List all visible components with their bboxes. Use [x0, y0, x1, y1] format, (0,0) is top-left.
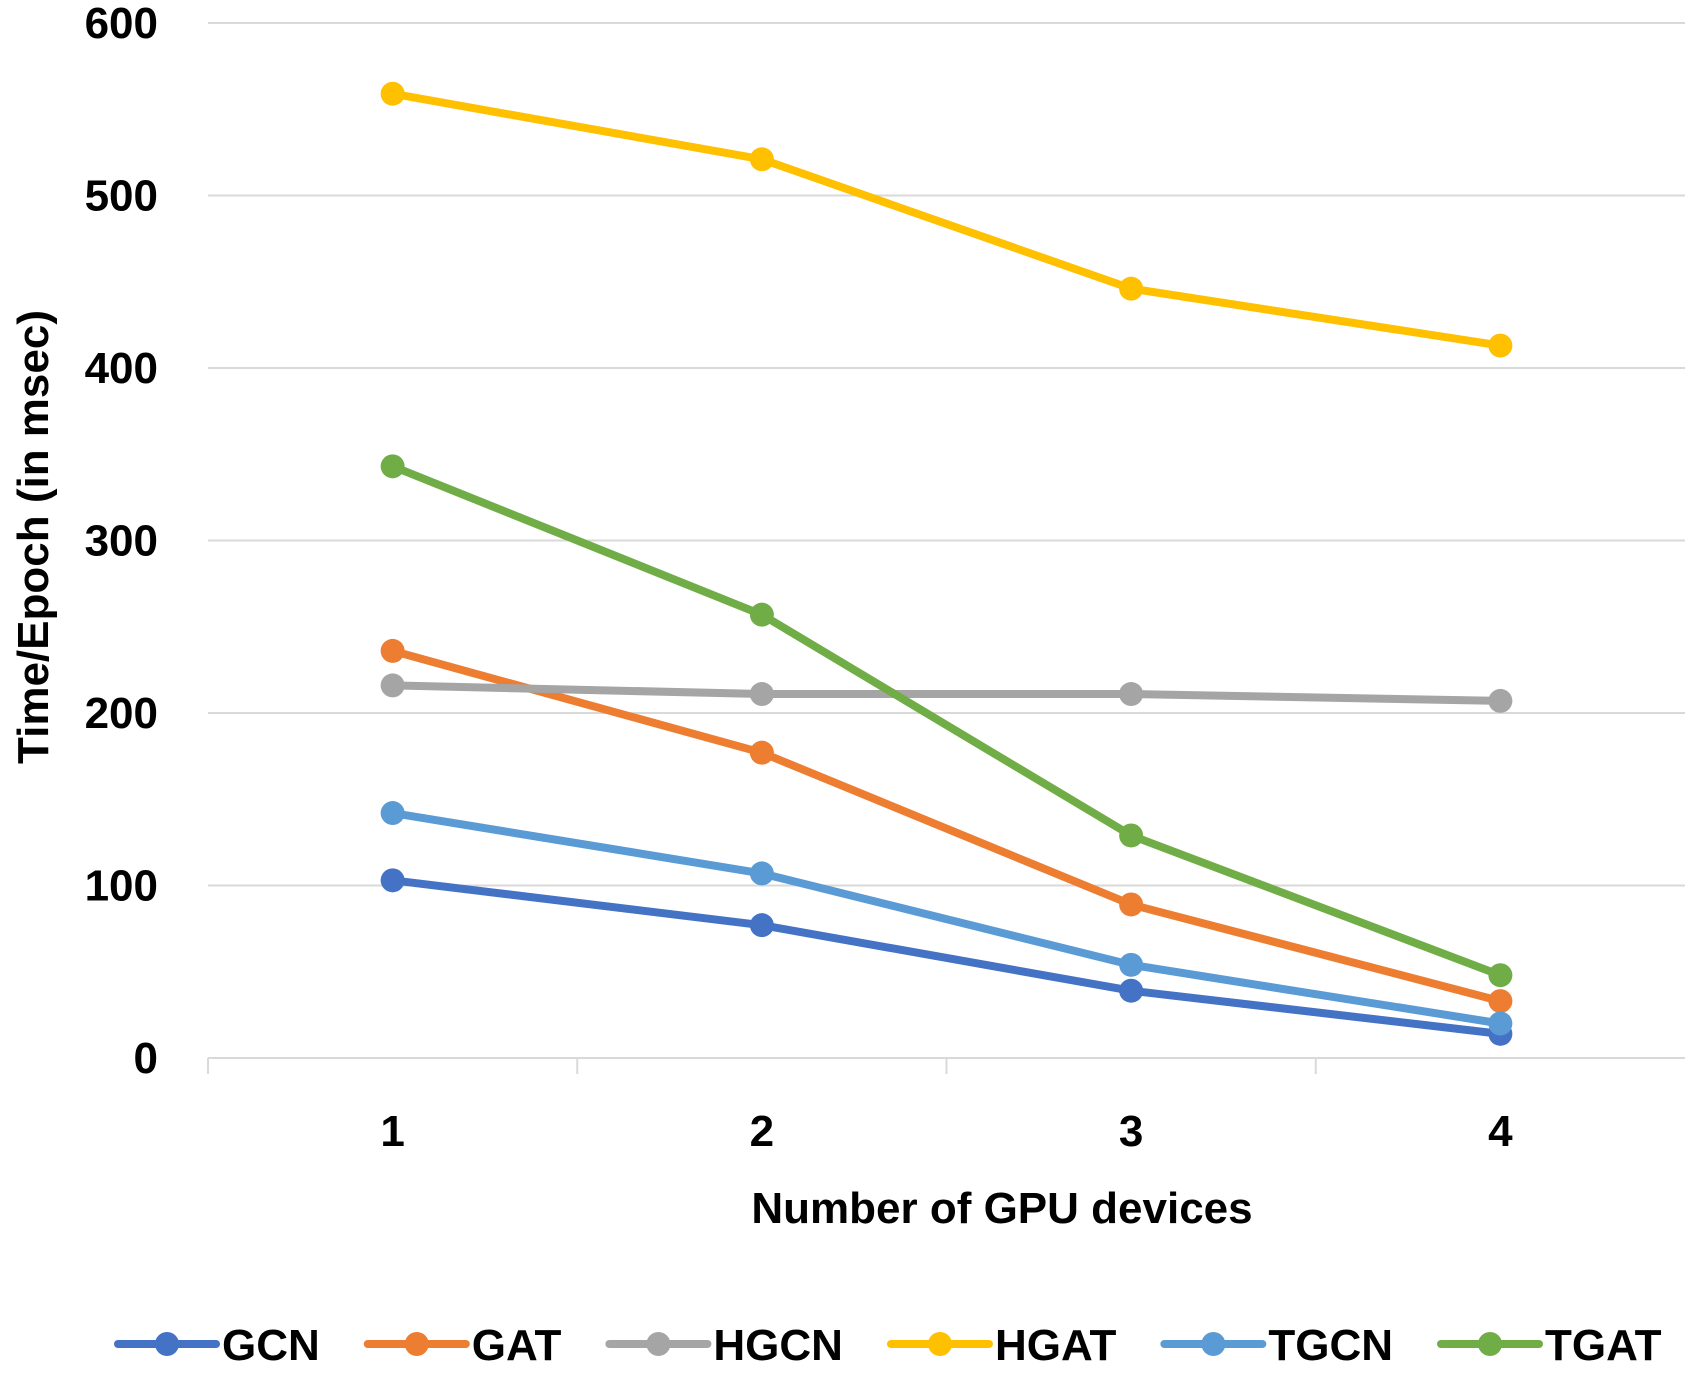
legend-item-gcn: GCN — [114, 1321, 320, 1370]
y-tick-label: 100 — [85, 862, 158, 911]
data-point-tgcn — [1488, 1011, 1513, 1036]
data-point-gat — [749, 740, 774, 765]
x-tick-label: 1 — [380, 1107, 404, 1156]
data-point-gat — [1488, 989, 1513, 1014]
data-point-hgat — [1488, 333, 1513, 358]
legend-label: HGAT — [995, 1321, 1117, 1370]
gridlines — [208, 22, 1685, 887]
legend-marker — [155, 1332, 179, 1356]
data-point-gcn — [749, 913, 774, 938]
y-tick-label: 600 — [85, 0, 158, 48]
y-tick-label: 0 — [134, 1034, 158, 1083]
legend-label: TGAT — [1545, 1321, 1662, 1370]
x-tick-label: 4 — [1488, 1107, 1513, 1156]
legend-item-tgcn: TGCN — [1160, 1321, 1393, 1370]
data-point-hgat — [749, 147, 774, 172]
y-tick-label: 500 — [85, 172, 158, 221]
legend-marker — [646, 1332, 671, 1356]
series-line-hgat — [388, 89, 1505, 350]
data-point-tgcn — [749, 861, 774, 886]
y-axis-ticks: 0 100 200 300 400 500 600 — [85, 0, 158, 1083]
data-point-tgcn — [1119, 952, 1144, 977]
y-axis-title: Time/Epoch (in msec) — [9, 310, 58, 764]
x-axis: 1 2 3 4 — [207, 1057, 1685, 1156]
data-point-gat — [380, 638, 405, 663]
legend-label: GAT — [472, 1321, 562, 1370]
series-points — [380, 81, 1513, 1046]
data-point-tgat — [380, 454, 405, 479]
data-point-tgat — [1488, 963, 1513, 988]
data-point-tgat — [1119, 823, 1144, 848]
data-point-hgcn — [749, 682, 774, 707]
y-tick-label: 200 — [85, 689, 158, 738]
data-point-tgcn — [380, 801, 405, 826]
legend-label: TGCN — [1268, 1321, 1393, 1370]
series-line-gcn — [388, 876, 1505, 1038]
data-point-gat — [1119, 892, 1144, 917]
legend-item-tgat: TGAT — [1437, 1321, 1662, 1370]
data-point-gcn — [380, 868, 405, 893]
legend-label: HGCN — [713, 1321, 843, 1370]
legend-marker — [1478, 1332, 1503, 1356]
data-point-hgcn — [1119, 682, 1144, 707]
legend-item-hgcn: HGCN — [605, 1321, 843, 1370]
data-point-hgat — [1119, 276, 1144, 301]
data-point-hgat — [380, 81, 405, 106]
legend-label: GCN — [222, 1321, 320, 1370]
data-point-hgcn — [380, 673, 405, 698]
legend-marker — [1201, 1332, 1226, 1356]
series-line-gat — [388, 646, 1505, 1006]
series-lines — [388, 89, 1505, 1038]
x-axis-title: Number of GPU devices — [751, 1184, 1252, 1233]
data-point-hgcn — [1488, 688, 1513, 713]
legend-item-hgat: HGAT — [886, 1321, 1117, 1370]
legend-marker — [927, 1332, 952, 1356]
legend-item-gat: GAT — [363, 1321, 562, 1370]
series-line-tgat — [388, 462, 1505, 980]
data-point-gcn — [1119, 978, 1144, 1003]
data-point-tgat — [749, 602, 774, 627]
x-tick-label: 2 — [750, 1107, 774, 1156]
legend: GCN GAT HGCN HGAT TGCN TGAT — [114, 1321, 1662, 1370]
legend-marker — [404, 1332, 429, 1356]
y-tick-label: 300 — [85, 517, 158, 566]
series-line-tgcn — [388, 809, 1505, 1028]
y-tick-label: 400 — [85, 344, 158, 393]
x-tick-label: 3 — [1119, 1107, 1143, 1156]
series-line-hgcn — [388, 681, 1505, 705]
